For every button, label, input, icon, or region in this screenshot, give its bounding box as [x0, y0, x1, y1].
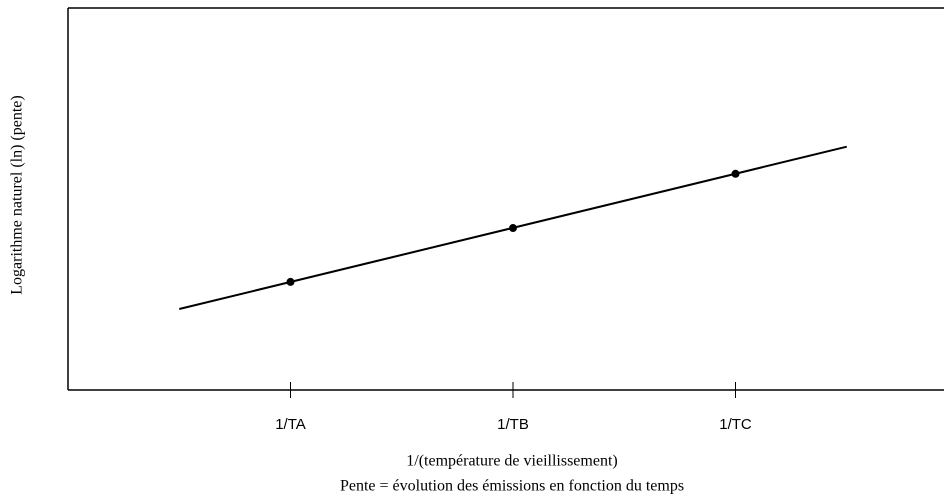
- x-tick-label: 1/TA: [275, 416, 306, 433]
- y-axis-label: Logarithme naturel (ln) (pente): [9, 95, 26, 294]
- note: Pente = évolution des émissions en fonct…: [340, 478, 684, 495]
- data-point: [509, 224, 518, 233]
- x-tick-label: 1/TC: [719, 416, 752, 433]
- data-point: [286, 277, 295, 286]
- x-axis-label: 1/(température de vieillissement): [406, 453, 617, 470]
- data-point: [731, 169, 740, 178]
- x-tick-label: 1/TB: [497, 416, 529, 433]
